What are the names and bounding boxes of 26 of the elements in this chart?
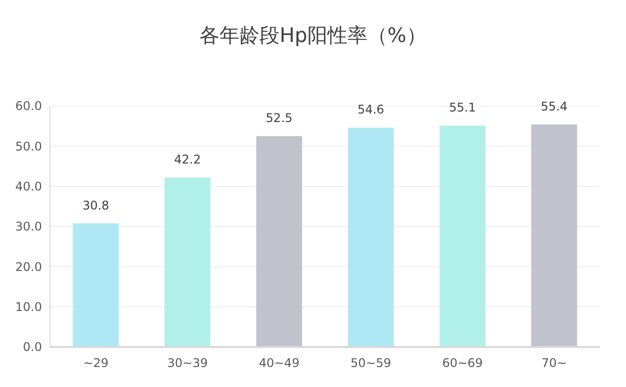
data-label: 54.6 — [357, 102, 384, 117]
y-tick-label: 50.0 — [15, 139, 42, 154]
x-tick-label: 60~69 — [442, 356, 483, 370]
bar — [348, 128, 394, 347]
x-tick-label: 50~59 — [350, 356, 392, 370]
chart-title: 各年龄段Hp阳性率（%） — [200, 23, 426, 47]
x-tick-label: 70~ — [542, 356, 567, 370]
x-tick-label: ~29 — [83, 356, 108, 370]
y-tick-label: 10.0 — [15, 300, 42, 314]
x-tick-label: 40~49 — [258, 356, 300, 370]
y-tick-label: 60.0 — [15, 99, 42, 114]
bar — [531, 124, 578, 347]
data-label: 55.4 — [540, 99, 568, 114]
x-tick-label: 30~39 — [167, 356, 208, 370]
data-label: 42.2 — [174, 152, 201, 166]
data-label: 30.8 — [82, 198, 110, 212]
data-label: 55.1 — [449, 100, 476, 115]
bar — [164, 177, 210, 347]
bar — [72, 223, 119, 347]
bar — [256, 136, 302, 347]
y-tick-label: 0.0 — [22, 340, 42, 354]
y-tick-label: 30.0 — [15, 220, 42, 234]
data-label: 52.5 — [266, 111, 293, 126]
y-tick-label: 20.0 — [15, 260, 42, 274]
y-tick-label: 40.0 — [15, 180, 42, 194]
bar — [440, 126, 486, 347]
